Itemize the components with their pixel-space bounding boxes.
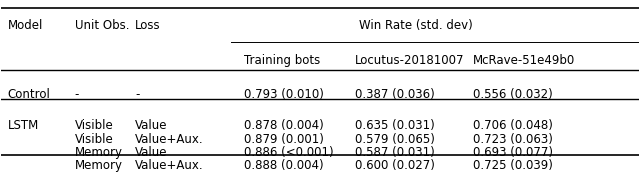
Text: Unit Obs.: Unit Obs. <box>75 19 129 32</box>
Text: LSTM: LSTM <box>8 119 39 132</box>
Text: Memory: Memory <box>75 159 123 172</box>
Text: 0.556 (0.032): 0.556 (0.032) <box>473 88 553 101</box>
Text: 0.706 (0.048): 0.706 (0.048) <box>473 119 553 132</box>
Text: Value+Aux.: Value+Aux. <box>135 133 204 146</box>
Text: 0.600 (0.027): 0.600 (0.027) <box>355 159 435 172</box>
Text: 0.579 (0.065): 0.579 (0.065) <box>355 133 435 146</box>
Text: 0.879 (0.001): 0.879 (0.001) <box>244 133 323 146</box>
Text: Model: Model <box>8 19 43 32</box>
Text: Memory: Memory <box>75 146 123 159</box>
Text: Locutus-20181007: Locutus-20181007 <box>355 54 465 67</box>
Text: Value: Value <box>135 146 168 159</box>
Text: 0.723 (0.063): 0.723 (0.063) <box>473 133 553 146</box>
Text: 0.793 (0.010): 0.793 (0.010) <box>244 88 323 101</box>
Text: McRave-51e49b0: McRave-51e49b0 <box>473 54 575 67</box>
Text: 0.886 (<0.001): 0.886 (<0.001) <box>244 146 333 159</box>
Text: 0.878 (0.004): 0.878 (0.004) <box>244 119 323 132</box>
Text: Control: Control <box>8 88 51 101</box>
Text: Visible: Visible <box>75 133 113 146</box>
Text: 0.635 (0.031): 0.635 (0.031) <box>355 119 435 132</box>
Text: Training bots: Training bots <box>244 54 320 67</box>
Text: -: - <box>135 88 140 101</box>
Text: Visible: Visible <box>75 119 113 132</box>
Text: 0.888 (0.004): 0.888 (0.004) <box>244 159 323 172</box>
Text: 0.387 (0.036): 0.387 (0.036) <box>355 88 435 101</box>
Text: 0.587 (0.031): 0.587 (0.031) <box>355 146 435 159</box>
Text: 0.725 (0.039): 0.725 (0.039) <box>473 159 553 172</box>
Text: Loss: Loss <box>135 19 161 32</box>
Text: -: - <box>75 88 79 101</box>
Text: Value+Aux.: Value+Aux. <box>135 159 204 172</box>
Text: Win Rate (std. dev): Win Rate (std. dev) <box>358 19 472 32</box>
Text: 0.693 (0.077): 0.693 (0.077) <box>473 146 553 159</box>
Text: Value: Value <box>135 119 168 132</box>
